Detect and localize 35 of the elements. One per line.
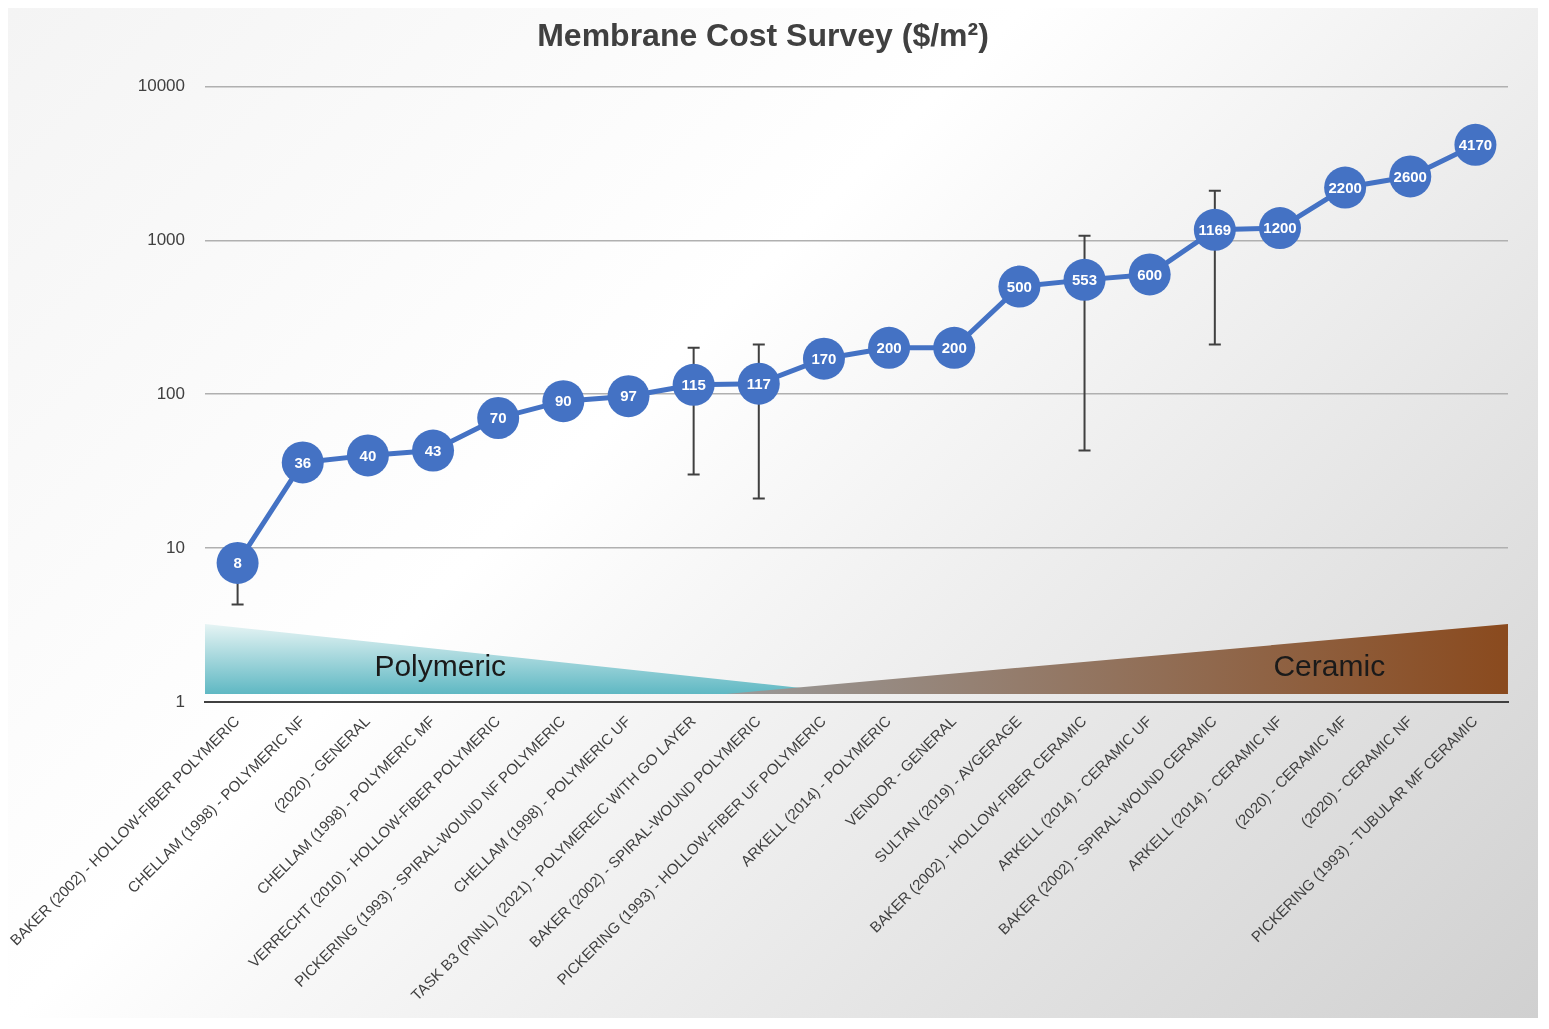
data-label: 115	[681, 375, 706, 393]
y-tick-label: 10	[166, 537, 186, 557]
y-tick-label: 100	[156, 383, 186, 403]
point	[477, 396, 520, 439]
data-label: 200	[876, 338, 902, 356]
data-label: 553	[1072, 271, 1098, 289]
data-label: 36	[294, 453, 312, 471]
data-label: 1169	[1198, 220, 1232, 238]
y-tick-label: 1	[175, 691, 186, 711]
data-label: 200	[941, 338, 967, 356]
point	[346, 434, 389, 477]
data-label: 1200	[1263, 219, 1297, 237]
data-label: 500	[1006, 277, 1032, 295]
data-label: 70	[489, 409, 507, 427]
data-label: 97	[620, 387, 637, 405]
data-label: 40	[359, 446, 377, 464]
point	[281, 441, 324, 484]
point	[216, 541, 259, 584]
data-label: 2600	[1393, 167, 1427, 185]
data-label: 8	[233, 554, 242, 572]
y-tick-label: 10000	[137, 76, 186, 96]
data-label: 4170	[1458, 135, 1493, 153]
data-label: 170	[811, 349, 837, 367]
annotation: Polymeric	[374, 648, 507, 683]
data-label: 600	[1137, 265, 1163, 283]
data-label: 90	[555, 392, 572, 410]
point	[412, 429, 455, 472]
point	[607, 375, 650, 418]
data-label: 43	[424, 441, 442, 459]
y-tick-label: 1000	[147, 229, 186, 249]
point	[542, 380, 585, 423]
chart-title: Membrane Cost Survey ($/m²)	[537, 17, 989, 54]
data-label: 117	[746, 374, 771, 392]
data-label: 2200	[1328, 178, 1362, 196]
annotation: Ceramic	[1273, 648, 1386, 683]
